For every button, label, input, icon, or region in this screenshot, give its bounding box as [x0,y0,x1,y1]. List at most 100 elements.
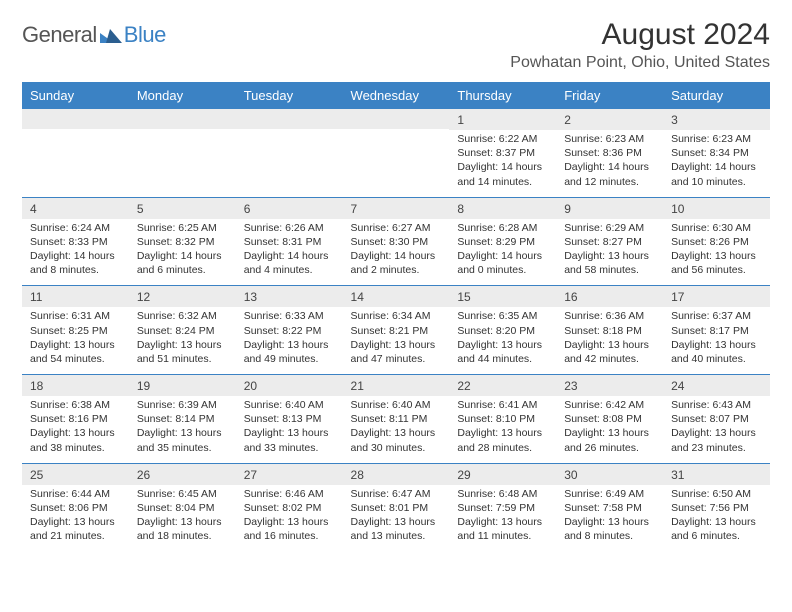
day-info-line: Sunset: 8:26 PM [671,235,762,249]
calendar-day-cell: 16Sunrise: 6:36 AMSunset: 8:18 PMDayligh… [556,286,663,375]
day-info-line: Daylight: 13 hours and 26 minutes. [564,426,655,454]
location-subtitle: Powhatan Point, Ohio, United States [510,54,770,72]
day-info-line: Sunset: 8:33 PM [30,235,121,249]
calendar-body: 1Sunrise: 6:22 AMSunset: 8:37 PMDaylight… [22,109,770,551]
calendar-week-row: 18Sunrise: 6:38 AMSunset: 8:16 PMDayligh… [22,375,770,464]
day-number: 26 [129,464,236,485]
calendar-day-cell: 9Sunrise: 6:29 AMSunset: 8:27 PMDaylight… [556,197,663,286]
day-info-line: Daylight: 14 hours and 4 minutes. [244,249,335,277]
day-number: 29 [449,464,556,485]
day-number: 20 [236,375,343,396]
calendar-day-cell: 31Sunrise: 6:50 AMSunset: 7:56 PMDayligh… [663,463,770,551]
title-block: August 2024 Powhatan Point, Ohio, United… [510,18,770,72]
day-body: Sunrise: 6:27 AMSunset: 8:30 PMDaylight:… [343,219,450,286]
day-info-line: Daylight: 13 hours and 54 minutes. [30,338,121,366]
day-info-line: Sunset: 8:32 PM [137,235,228,249]
day-info-line: Daylight: 13 hours and 16 minutes. [244,515,335,543]
day-info-line: Daylight: 14 hours and 12 minutes. [564,160,655,188]
day-number: 17 [663,286,770,307]
weekday-heading: Saturday [663,82,770,109]
day-info-line: Sunrise: 6:29 AM [564,221,655,235]
day-info-line: Daylight: 13 hours and 40 minutes. [671,338,762,366]
day-number: 31 [663,464,770,485]
calendar-day-cell [236,109,343,197]
day-info-line: Sunset: 8:17 PM [671,324,762,338]
day-number: 2 [556,109,663,130]
day-number: 11 [22,286,129,307]
day-info-line: Sunset: 8:24 PM [137,324,228,338]
month-title: August 2024 [510,18,770,52]
day-body: Sunrise: 6:25 AMSunset: 8:32 PMDaylight:… [129,219,236,286]
day-info-line: Sunset: 8:22 PM [244,324,335,338]
day-number: 13 [236,286,343,307]
day-info-line: Sunset: 8:25 PM [30,324,121,338]
day-number: 5 [129,198,236,219]
day-info-line: Sunrise: 6:39 AM [137,398,228,412]
day-body: Sunrise: 6:41 AMSunset: 8:10 PMDaylight:… [449,396,556,463]
day-info-line: Sunrise: 6:47 AM [351,487,442,501]
day-number: 12 [129,286,236,307]
brand-part2: Blue [124,22,166,48]
day-number: 19 [129,375,236,396]
day-info-line: Sunrise: 6:28 AM [457,221,548,235]
day-body: Sunrise: 6:47 AMSunset: 8:01 PMDaylight:… [343,485,450,552]
day-number: 6 [236,198,343,219]
day-info-line: Daylight: 13 hours and 28 minutes. [457,426,548,454]
day-info-line: Sunset: 8:01 PM [351,501,442,515]
calendar-day-cell: 14Sunrise: 6:34 AMSunset: 8:21 PMDayligh… [343,286,450,375]
day-body: Sunrise: 6:43 AMSunset: 8:07 PMDaylight:… [663,396,770,463]
day-info-line: Sunset: 7:56 PM [671,501,762,515]
day-info-line: Sunrise: 6:42 AM [564,398,655,412]
day-info-line: Sunset: 8:36 PM [564,146,655,160]
day-number: 28 [343,464,450,485]
day-body: Sunrise: 6:40 AMSunset: 8:11 PMDaylight:… [343,396,450,463]
day-info-line: Daylight: 13 hours and 51 minutes. [137,338,228,366]
day-info-line: Sunset: 7:59 PM [457,501,548,515]
day-info-line: Sunrise: 6:33 AM [244,309,335,323]
day-info-line: Sunset: 8:08 PM [564,412,655,426]
calendar-day-cell: 8Sunrise: 6:28 AMSunset: 8:29 PMDaylight… [449,197,556,286]
calendar-day-cell: 1Sunrise: 6:22 AMSunset: 8:37 PMDaylight… [449,109,556,197]
day-number: 27 [236,464,343,485]
day-info-line: Sunrise: 6:34 AM [351,309,442,323]
day-number: 16 [556,286,663,307]
day-info-line: Sunset: 8:06 PM [30,501,121,515]
day-number: 22 [449,375,556,396]
day-number [236,109,343,129]
day-body: Sunrise: 6:37 AMSunset: 8:17 PMDaylight:… [663,307,770,374]
day-body: Sunrise: 6:28 AMSunset: 8:29 PMDaylight:… [449,219,556,286]
day-number: 21 [343,375,450,396]
calendar-day-cell [22,109,129,197]
calendar-day-cell: 12Sunrise: 6:32 AMSunset: 8:24 PMDayligh… [129,286,236,375]
calendar-day-cell: 23Sunrise: 6:42 AMSunset: 8:08 PMDayligh… [556,375,663,464]
day-info-line: Sunrise: 6:25 AM [137,221,228,235]
day-info-line: Sunrise: 6:49 AM [564,487,655,501]
calendar-day-cell: 22Sunrise: 6:41 AMSunset: 8:10 PMDayligh… [449,375,556,464]
weekday-heading: Sunday [22,82,129,109]
day-info-line: Daylight: 14 hours and 6 minutes. [137,249,228,277]
calendar-day-cell: 5Sunrise: 6:25 AMSunset: 8:32 PMDaylight… [129,197,236,286]
calendar-day-cell: 17Sunrise: 6:37 AMSunset: 8:17 PMDayligh… [663,286,770,375]
header: General Blue August 2024 Powhatan Point,… [22,18,770,72]
calendar-day-cell: 24Sunrise: 6:43 AMSunset: 8:07 PMDayligh… [663,375,770,464]
day-body [236,129,343,185]
calendar-week-row: 25Sunrise: 6:44 AMSunset: 8:06 PMDayligh… [22,463,770,551]
calendar-day-cell: 30Sunrise: 6:49 AMSunset: 7:58 PMDayligh… [556,463,663,551]
day-info-line: Daylight: 14 hours and 2 minutes. [351,249,442,277]
day-info-line: Sunrise: 6:31 AM [30,309,121,323]
day-body: Sunrise: 6:48 AMSunset: 7:59 PMDaylight:… [449,485,556,552]
day-info-line: Sunset: 8:20 PM [457,324,548,338]
day-info-line: Daylight: 13 hours and 38 minutes. [30,426,121,454]
calendar-day-cell [129,109,236,197]
day-info-line: Daylight: 13 hours and 21 minutes. [30,515,121,543]
day-info-line: Sunset: 8:30 PM [351,235,442,249]
calendar-week-row: 1Sunrise: 6:22 AMSunset: 8:37 PMDaylight… [22,109,770,197]
day-info-line: Sunrise: 6:41 AM [457,398,548,412]
day-body: Sunrise: 6:23 AMSunset: 8:34 PMDaylight:… [663,130,770,197]
day-body: Sunrise: 6:34 AMSunset: 8:21 PMDaylight:… [343,307,450,374]
calendar-day-cell: 10Sunrise: 6:30 AMSunset: 8:26 PMDayligh… [663,197,770,286]
day-info-line: Daylight: 13 hours and 56 minutes. [671,249,762,277]
day-number: 8 [449,198,556,219]
day-body: Sunrise: 6:30 AMSunset: 8:26 PMDaylight:… [663,219,770,286]
calendar-page: General Blue August 2024 Powhatan Point,… [0,0,792,612]
